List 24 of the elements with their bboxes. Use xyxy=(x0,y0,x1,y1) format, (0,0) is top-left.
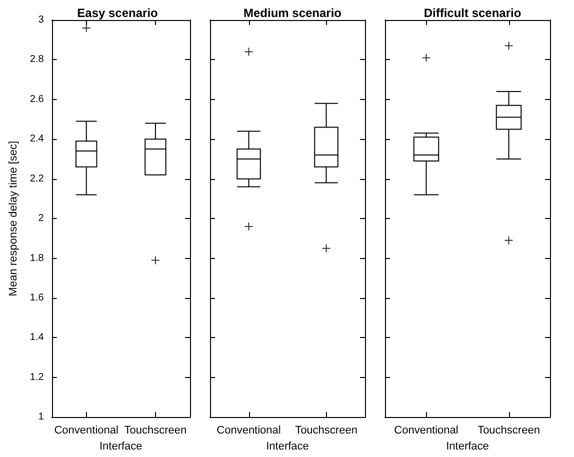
y-tick-label: 3 xyxy=(38,14,44,26)
x-axis-title: Interface xyxy=(266,440,309,452)
x-tick-label: Touchscreen xyxy=(295,424,358,437)
y-tick-label: 2.6 xyxy=(30,94,44,105)
y-tick-label: 2 xyxy=(38,213,44,224)
y-tick-label: 1.4 xyxy=(30,332,44,344)
chart-title: Medium scenario xyxy=(243,6,342,20)
y-tick-label: 1.2 xyxy=(30,372,44,383)
y-tick-label: 1 xyxy=(38,412,44,423)
y-tick-label: 1.8 xyxy=(30,252,44,264)
x-tick-label: Conventional xyxy=(54,424,118,437)
x-tick-label: Touchscreen xyxy=(124,424,187,437)
chart-title: Easy scenario xyxy=(77,6,158,20)
y-tick-label: 2.2 xyxy=(30,173,44,184)
x-tick-label: Touchscreen xyxy=(478,424,540,437)
x-axis-title: Interface xyxy=(446,440,489,452)
chart-title: Difficult scenario xyxy=(424,6,522,20)
y-tick-label: 1.6 xyxy=(30,292,44,304)
x-axis-title: Interface xyxy=(99,440,142,452)
y-tick-label: 2.4 xyxy=(30,134,44,145)
y-tick-label: 2.8 xyxy=(30,54,44,66)
x-tick-label: Conventional xyxy=(394,424,458,437)
x-tick-label: Conventional xyxy=(216,424,281,437)
y-axis-title: Mean response delay time [sec] xyxy=(8,140,20,296)
